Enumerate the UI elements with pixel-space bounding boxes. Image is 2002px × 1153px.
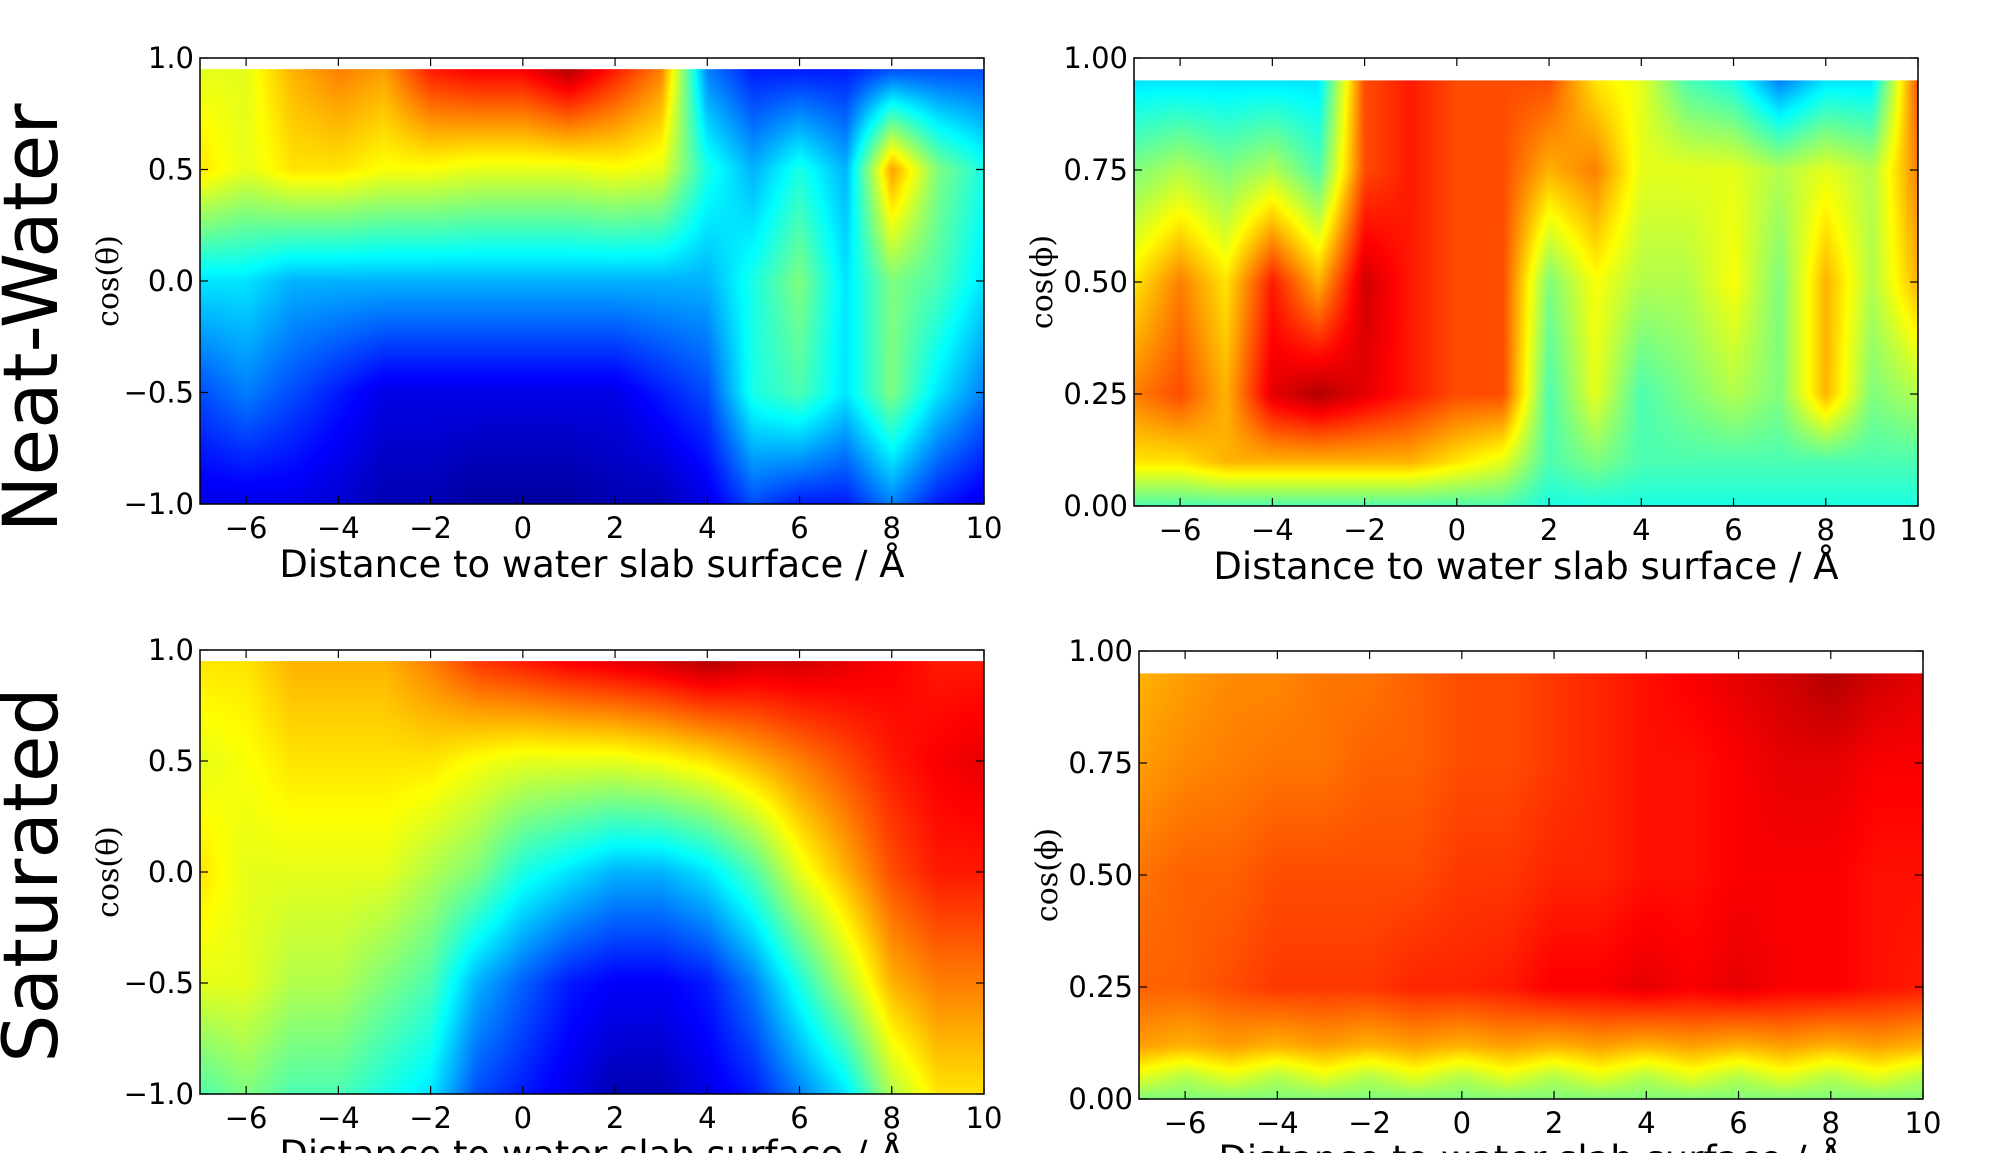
y-tick-label: 0.25 xyxy=(1063,377,1128,411)
x-tick-label: 6 xyxy=(1729,1106,1747,1140)
heatmap-image xyxy=(1134,80,1918,507)
y-tick-label: 0.0 xyxy=(148,264,194,298)
x-tick-label: 0 xyxy=(1448,513,1466,547)
y-tick-label: 0.0 xyxy=(148,855,194,889)
y-tick-label: 0.5 xyxy=(148,153,194,187)
x-tick-label: 8 xyxy=(883,1101,901,1135)
x-axis-label: Distance to water slab surface / Å xyxy=(1213,544,1838,588)
y-tick-label: −0.5 xyxy=(124,376,194,410)
y-tick-label: 0.75 xyxy=(1063,153,1128,187)
row-labels: Neat-Water Saturated xyxy=(0,103,75,1063)
x-tick-label: −6 xyxy=(225,1101,268,1135)
x-tick-label: −4 xyxy=(1256,1106,1299,1140)
x-tick-label: 10 xyxy=(1905,1106,1942,1140)
x-tick-label: 0 xyxy=(1453,1106,1471,1140)
x-axis-label: Distance to water slab surface / Å xyxy=(1218,1137,1843,1153)
heatmap-image xyxy=(1139,673,1923,1100)
y-tick-label: 1.00 xyxy=(1063,41,1128,75)
x-tick-label: 10 xyxy=(1900,513,1937,547)
y-tick-label: 0.75 xyxy=(1068,746,1133,780)
x-tick-label: −4 xyxy=(317,1101,360,1135)
x-tick-label: −6 xyxy=(225,511,268,545)
x-axis-label: Distance to water slab surface / Å xyxy=(279,542,904,586)
x-tick-label: −2 xyxy=(409,1101,452,1135)
x-tick-label: 2 xyxy=(1545,1106,1563,1140)
x-tick-label: 0 xyxy=(514,511,532,545)
x-tick-label: −6 xyxy=(1164,1106,1207,1140)
panel-neat-water-cos-phi: −6 −4 −2 0 2 4 6 8 10 0.00 0.25 0.50 0.75 1.00 Distanc… xyxy=(1025,41,1936,588)
x-tick-label: 0 xyxy=(514,1101,532,1135)
y-tick-label: −0.5 xyxy=(124,966,194,1000)
x-tick-label: 6 xyxy=(1724,513,1742,547)
heatmap-panels: −6 −4 −2 0 2 4 6 8 10 −1.0 −0.5 0.0 0.5 1.0 Distance t… xyxy=(91,41,1941,1153)
y-tick-label: −1.0 xyxy=(124,487,194,521)
x-tick-label: 8 xyxy=(883,511,901,545)
y-tick-label: 1.0 xyxy=(148,41,194,75)
y-tick-label: 0.50 xyxy=(1068,858,1133,892)
y-tick-label: 1.00 xyxy=(1068,634,1133,668)
y-tick-label: 0.25 xyxy=(1068,970,1133,1004)
x-tick-label: −2 xyxy=(1343,513,1386,547)
panel-saturated-cos-theta: −6 −4 −2 0 2 4 6 8 10 −1.0 −0.5 0.0 0.5 1.0 Distance t… xyxy=(91,633,1002,1153)
row-label-neat-water: Neat-Water xyxy=(0,103,75,533)
x-tick-label: 2 xyxy=(606,1101,624,1135)
x-tick-label: −4 xyxy=(317,511,360,545)
y-tick-label: 0.5 xyxy=(148,744,194,778)
y-tick-label: 0.00 xyxy=(1063,489,1128,523)
y-tick-label: 1.0 xyxy=(148,633,194,667)
x-tick-label: 10 xyxy=(966,511,1003,545)
x-tick-label: −6 xyxy=(1159,513,1202,547)
y-tick-label: 0.50 xyxy=(1063,265,1128,299)
x-tick-label: 2 xyxy=(606,511,624,545)
x-tick-label: 4 xyxy=(698,511,716,545)
y-axis-label: cos(ϕ) xyxy=(1025,235,1060,329)
x-tick-label: 10 xyxy=(966,1101,1003,1135)
x-tick-label: −2 xyxy=(1348,1106,1391,1140)
x-tick-label: 8 xyxy=(1822,1106,1840,1140)
y-axis-label: cos(ϕ) xyxy=(1030,828,1065,922)
x-tick-label: 6 xyxy=(790,511,808,545)
x-tick-label: 4 xyxy=(1632,513,1650,547)
x-axis-label: Distance to water slab surface / Å xyxy=(279,1132,904,1153)
heatmap-image xyxy=(200,661,984,1095)
x-tick-label: 2 xyxy=(1540,513,1558,547)
x-tick-label: 4 xyxy=(1637,1106,1655,1140)
y-axis-label: cos(θ) xyxy=(91,826,126,918)
y-tick-label: −1.0 xyxy=(124,1077,194,1111)
panel-saturated-cos-phi: −6 −4 −2 0 2 4 6 8 10 0.00 0.25 0.50 0.75 1.00 Distanc… xyxy=(1030,634,1941,1153)
y-axis-label: cos(θ) xyxy=(91,235,126,327)
x-tick-label: −2 xyxy=(409,511,452,545)
panel-neat-water-cos-theta: −6 −4 −2 0 2 4 6 8 10 −1.0 −0.5 0.0 0.5 1.0 Distance t… xyxy=(91,41,1002,586)
x-tick-label: 8 xyxy=(1817,513,1835,547)
row-label-saturated: Saturated xyxy=(0,687,75,1062)
x-tick-label: 6 xyxy=(790,1101,808,1135)
x-tick-label: 4 xyxy=(698,1101,716,1135)
heatmap-image xyxy=(200,69,984,505)
y-tick-label: 0.00 xyxy=(1068,1082,1133,1116)
x-tick-label: −4 xyxy=(1251,513,1294,547)
